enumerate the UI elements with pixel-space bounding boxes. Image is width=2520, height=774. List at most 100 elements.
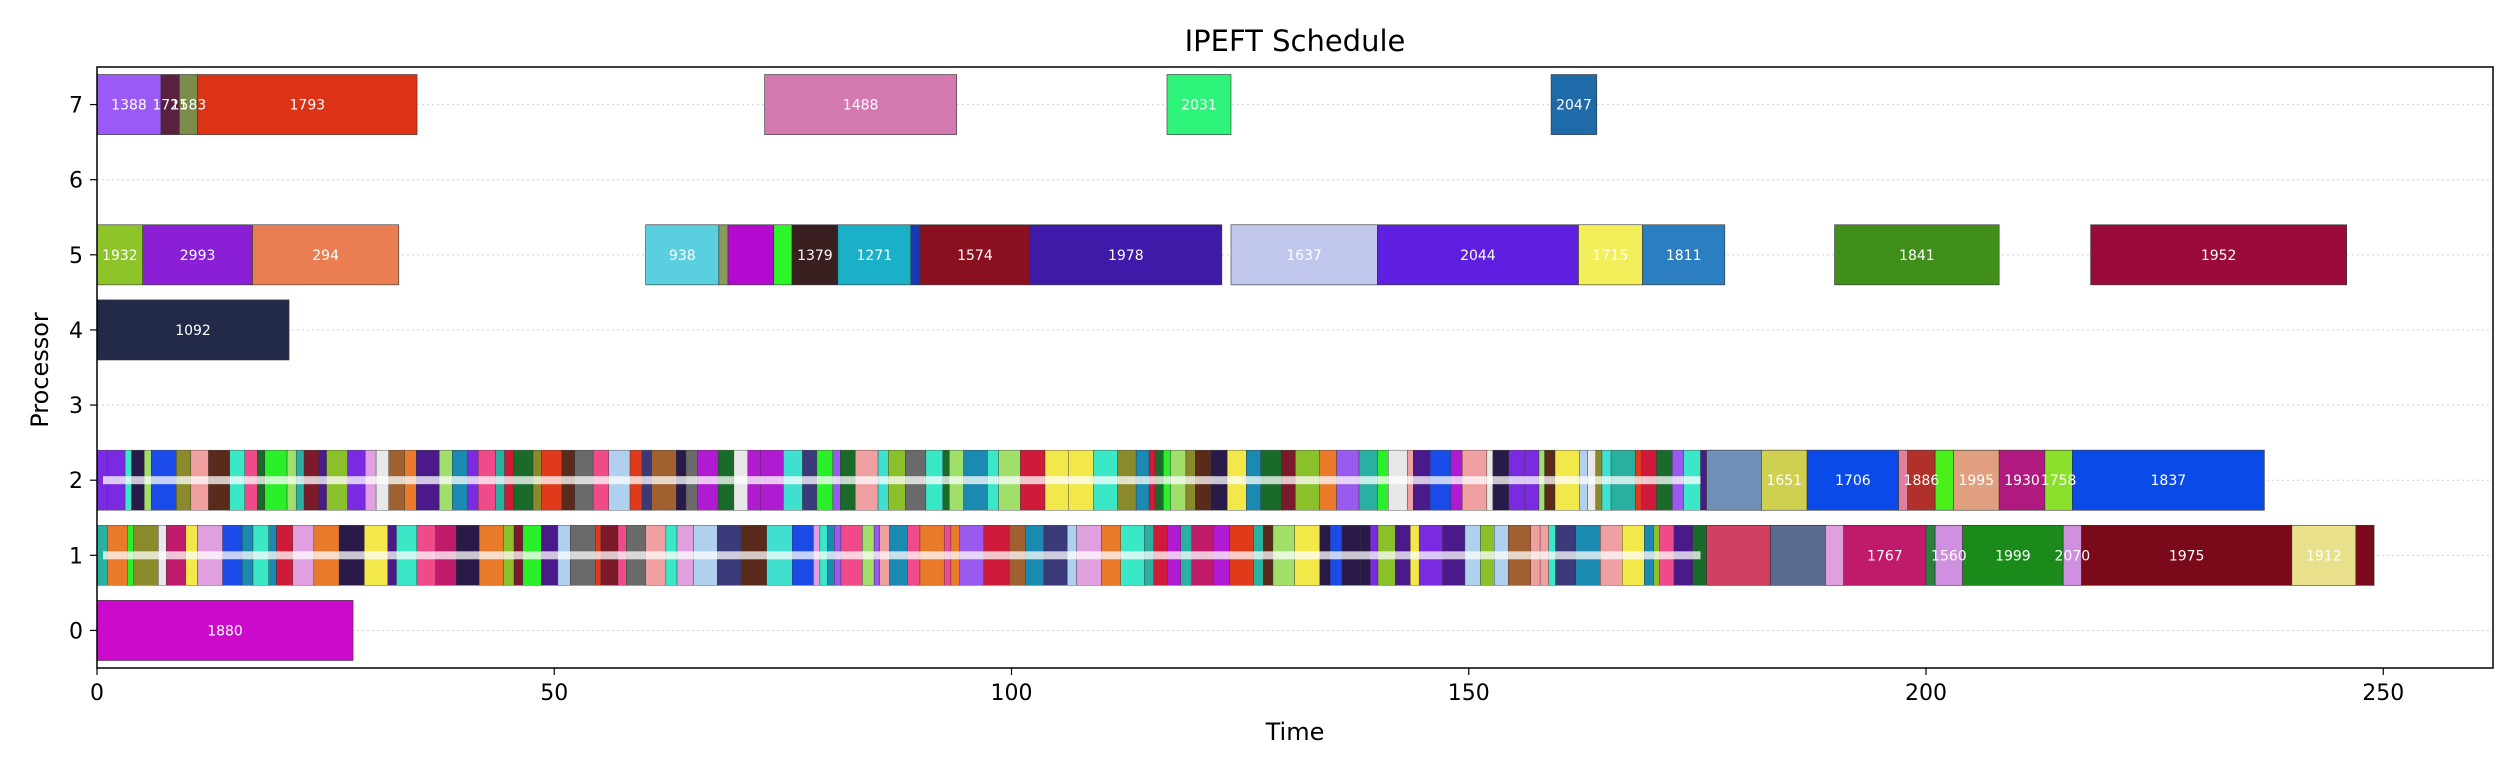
task-bar [1029,224,1223,286]
task-label: 1583 [171,98,207,114]
task-label: 1912 [2306,548,2342,564]
x-tick-label: 200 [1905,681,1947,706]
task-label: 1488 [843,98,879,114]
task-label: 1767 [1867,548,1903,564]
y-tick-label: 1 [69,544,83,569]
task-bar [837,224,912,286]
task-bar [910,224,921,286]
task-bar [1706,524,1771,586]
task-label: 1811 [1666,248,1702,264]
task-bar [1230,224,1378,286]
label-strip [103,551,1701,560]
task-label: 1271 [857,248,893,264]
label-strip [103,476,1701,485]
task-label: 1706 [1835,473,1871,489]
task-bar [197,74,418,135]
task-bar [1843,524,1927,586]
task-label: 1092 [175,323,211,339]
task-bar [1806,449,1899,511]
task-bar [1962,524,2064,586]
task-bar [96,299,290,361]
y-tick-label: 2 [69,469,83,494]
task-bar [773,224,793,286]
task-label: 1388 [111,98,147,114]
task-label: 1793 [290,98,326,114]
task-label: 938 [669,248,696,264]
task-label: 1841 [1899,248,1935,264]
chart-title: IPEFT Schedule [1185,24,1406,58]
task-bar [1834,224,2000,286]
task-bar [764,74,957,135]
y-tick-label: 7 [69,94,83,119]
task-label: 1932 [102,248,138,264]
task-label: 2070 [2055,548,2091,564]
task-bar [645,224,720,286]
task-bar [1770,524,1826,586]
y-tick-label: 6 [69,169,83,194]
y-axis-label: Processor [26,312,54,428]
task-label: 1999 [1995,548,2031,564]
task-label: 1574 [957,248,993,264]
task-label: 1560 [1931,548,1967,564]
y-tick-label: 3 [69,394,83,419]
x-tick-label: 50 [540,681,568,706]
task-label: 1930 [2004,473,2040,489]
x-tick-label: 100 [991,681,1033,706]
task-label: 1886 [1904,473,1940,489]
plot-frame [96,66,2494,669]
task-bar [2081,524,2293,586]
task-label: 1379 [797,248,833,264]
task-label: 2044 [1460,248,1496,264]
task-bar [1825,524,1845,586]
task-bar [1907,449,1936,511]
task-bar [96,74,162,135]
task-bar [2090,224,2347,286]
task-label: 1837 [2151,473,2187,489]
task-label: 1721 [152,98,188,114]
task-label: 2993 [180,248,216,264]
task-bar [1998,449,2046,511]
task-bar [1953,449,2000,511]
task-bar [1700,449,1707,511]
task-label: 294 [312,248,339,264]
task-label: 1995 [1958,473,1994,489]
task-bar [727,224,775,286]
task-bar [96,600,354,661]
task-label: 1978 [1108,248,1144,264]
task-bar [2044,449,2073,511]
task-label: 1952 [2201,248,2237,264]
axis-ticks: 0 50 100 150 200 250 0 1 2 3 4 5 6 7 [69,94,2404,706]
task-bar [1934,524,1963,586]
task-label: 2047 [1556,98,1592,114]
task-bar [1761,449,1808,511]
x-tick-label: 0 [90,681,104,706]
task-bar [1377,224,1579,286]
task-bar [718,224,729,286]
y-tick-label: 0 [69,619,83,644]
task-bar [791,224,839,286]
task-bar [2072,449,2265,511]
task-label: 1715 [1593,248,1629,264]
task-bar [142,224,253,286]
task-bar [2355,524,2375,586]
task-label: 1758 [2041,473,2077,489]
task-bar [1550,74,1598,135]
task-bar [96,224,144,286]
task-label: 1651 [1766,473,1802,489]
task-label: 1880 [207,623,243,639]
x-axis-label: Time [1265,718,1325,746]
task-label: 2031 [1181,98,1217,114]
task-bar [252,224,400,286]
x-tick-label: 150 [1448,681,1490,706]
task-bar [1642,224,1726,286]
task-bar [1166,74,1232,135]
task-bar [919,224,1031,286]
task-label: 1637 [1286,248,1322,264]
y-tick-label: 4 [69,319,83,344]
task-label: 1975 [2169,548,2205,564]
task-bar [1578,224,1643,286]
task-bar [1706,449,1762,511]
